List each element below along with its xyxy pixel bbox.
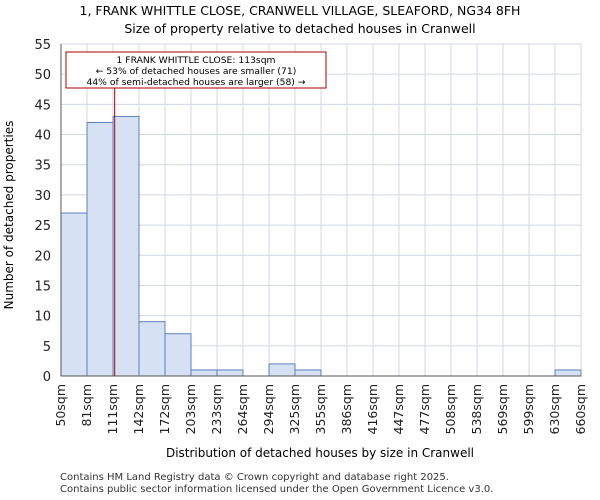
y-tick-label: 45 <box>34 98 51 113</box>
x-tick-label: 630sqm <box>547 384 562 434</box>
bars <box>60 115 582 377</box>
x-tick-label: 294sqm <box>261 384 276 434</box>
x-tick-label: 569sqm <box>495 384 510 434</box>
bar <box>60 212 88 377</box>
y-tick-label: 25 <box>34 219 51 234</box>
annotation-line-1: 1 FRANK WHITTLE CLOSE: 113sqm <box>117 55 276 66</box>
x-tick-label: 660sqm <box>573 384 588 434</box>
y-tick-label: 35 <box>34 159 51 174</box>
y-axis-label: Number of detached properties <box>2 121 16 310</box>
bar <box>86 121 114 377</box>
x-tick-label: 111sqm <box>105 384 120 434</box>
x-tick-label: 386sqm <box>339 384 354 434</box>
bar <box>164 333 192 377</box>
chart-subtitle: Size of property relative to detached ho… <box>124 21 475 36</box>
x-axis-label: Distribution of detached houses by size … <box>166 446 474 460</box>
x-tick-label: 599sqm <box>521 384 536 434</box>
y-tick-label: 30 <box>34 189 51 204</box>
bar <box>294 369 322 377</box>
footer-line-2: Contains public sector information licen… <box>60 484 494 495</box>
annotation-line-3: 44% of semi-detached houses are larger (… <box>86 77 305 88</box>
x-tick-label: 355sqm <box>313 384 328 434</box>
y-tick-label: 5 <box>43 340 51 355</box>
bar <box>216 369 244 377</box>
annotation-box: 1 FRANK WHITTLE CLOSE: 113sqm ← 53% of d… <box>65 51 327 89</box>
footer-line-1: Contains HM Land Registry data © Crown c… <box>60 472 449 483</box>
x-tick-label: 477sqm <box>417 384 432 434</box>
bar <box>554 369 582 377</box>
x-tick-label: 172sqm <box>157 384 172 434</box>
y-tick-label: 20 <box>34 249 51 264</box>
grid <box>60 43 582 377</box>
bar <box>190 369 218 377</box>
bar <box>268 363 296 377</box>
y-tick-label: 15 <box>34 279 51 294</box>
x-tick-label: 233sqm <box>209 384 224 434</box>
x-tick-label: 50sqm <box>53 384 68 427</box>
bar <box>112 115 140 377</box>
bar <box>138 321 166 377</box>
axes: 0 5 10 15 20 25 30 35 40 45 50 55 50sqm 81sqm 111sqm 14… <box>34 38 588 434</box>
x-tick-label: 142sqm <box>131 384 146 434</box>
y-tick-label: 0 <box>43 370 51 385</box>
x-tick-label: 416sqm <box>365 384 380 434</box>
x-tick-label: 264sqm <box>235 384 250 434</box>
y-tick-label: 50 <box>34 68 51 83</box>
x-tick-label: 325sqm <box>287 384 302 434</box>
annotation-line-2: ← 53% of detached houses are smaller (71… <box>96 66 297 77</box>
x-tick-label: 81sqm <box>79 384 94 427</box>
x-tick-label: 508sqm <box>443 384 458 434</box>
y-tick-label: 10 <box>34 310 51 325</box>
y-tick-label: 55 <box>34 38 51 53</box>
x-tick-label: 447sqm <box>391 384 406 434</box>
x-tick-label: 538sqm <box>469 384 484 434</box>
y-tick-label: 40 <box>34 129 51 144</box>
chart-title: 1, FRANK WHITTLE CLOSE, CRANWELL VILLAGE… <box>80 3 521 18</box>
x-tick-label: 203sqm <box>183 384 198 434</box>
annotation-frame <box>65 51 327 89</box>
